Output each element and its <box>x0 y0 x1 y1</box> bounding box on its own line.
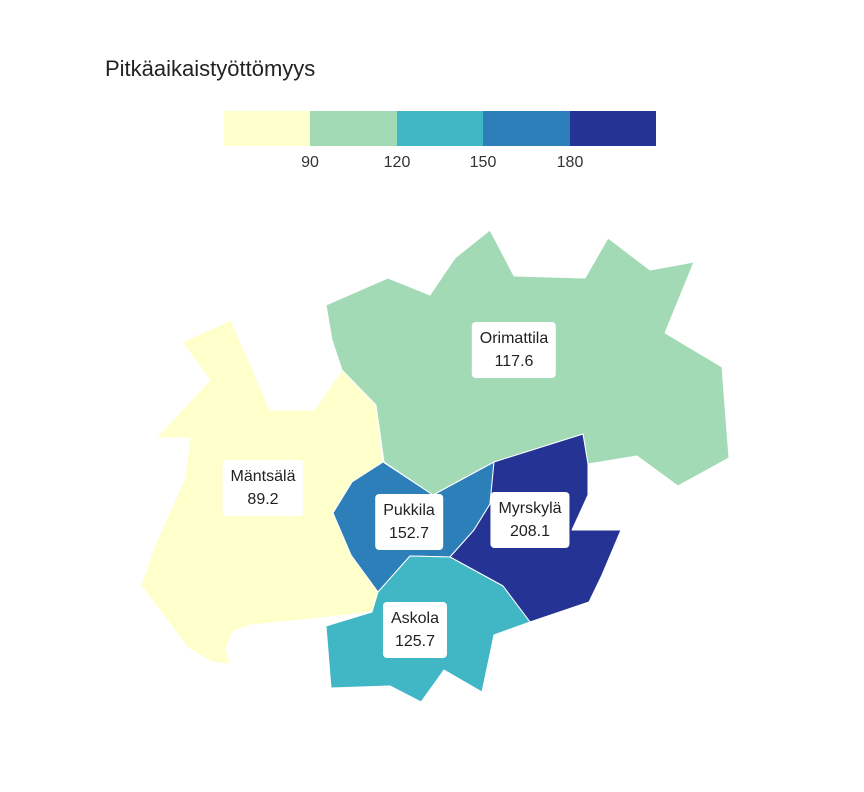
region-name: Orimattila <box>479 330 549 347</box>
region-label: Mäntsälä 89.2 <box>222 460 304 516</box>
map-title: Pitkäaikaistyöttömyys <box>105 56 316 81</box>
region-value: 117.6 <box>494 353 534 370</box>
legend-tick-label: 120 <box>383 154 411 171</box>
region-name: Mäntsälä <box>230 468 296 485</box>
region-name: Myrskylä <box>498 500 562 517</box>
legend-tick-label: 180 <box>556 154 584 171</box>
legend-swatch <box>396 111 484 146</box>
legend-tick-label: 90 <box>301 154 319 171</box>
region-name: Askola <box>390 610 440 627</box>
region-name: Pukkila <box>383 502 435 519</box>
legend-swatch <box>483 111 570 146</box>
color-legend <box>224 111 657 146</box>
region-value: 208.1 <box>509 523 551 540</box>
region-label: Pukkila 152.7 <box>375 494 443 550</box>
legend-swatch <box>310 111 397 146</box>
legend-tick-label: 150 <box>469 154 497 171</box>
region-label: Orimattila 117.6 <box>471 322 557 378</box>
region-value: 89.2 <box>247 491 279 508</box>
legend-swatch <box>569 111 657 146</box>
region-label: Myrskylä 208.1 <box>490 492 570 548</box>
region-value: 152.7 <box>388 525 430 542</box>
region-value: 125.7 <box>394 633 436 650</box>
region-label: Askola 125.7 <box>382 602 448 658</box>
legend-swatch <box>224 111 311 146</box>
